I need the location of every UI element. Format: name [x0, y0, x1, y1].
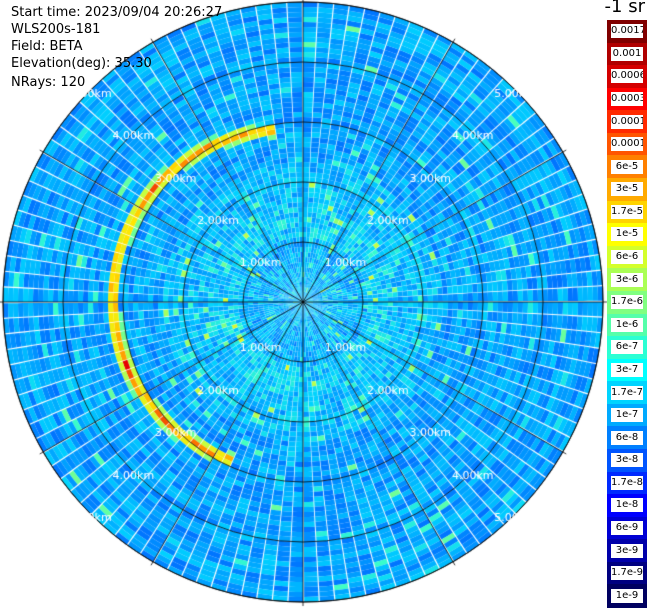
- nrays-label: NRays: 120: [11, 75, 86, 90]
- colorbar-tick-label: 3e-9: [611, 543, 643, 558]
- scan-info: Start time: 2023/09/04 20:26:27 WLS200s-…: [11, 4, 222, 91]
- colorbar-tick-label: 6e-5: [611, 159, 643, 174]
- colorbar: 0.0017 0.001 0.0006 0.0003 0.00017 0.0001 6e-5…: [607, 20, 647, 608]
- field-label: Field: BETA: [11, 39, 83, 54]
- colorbar-tick-label: 1.7e-8: [611, 475, 643, 490]
- elevation-label: Elevation(deg): 35.30: [11, 56, 152, 71]
- colorbar-tick-label: 0.001: [611, 46, 643, 61]
- colorbar-tick-label: 0.0017: [611, 24, 643, 39]
- colorbar-tick-label: 6e-9: [611, 520, 643, 535]
- colorbar-tick-label: 1e-7: [611, 408, 643, 423]
- colorbar-tick-label: 6e-6: [611, 250, 643, 265]
- colorbar-tick-label: 1.7e-7: [611, 385, 643, 400]
- colorbar-tick-label: 1e-6: [611, 317, 643, 332]
- colorbar-tick-label: 6e-8: [611, 430, 643, 445]
- colorbar-title: -1 sr: [604, 0, 645, 17]
- colorbar-tick-label: 6e-7: [611, 340, 643, 355]
- colorbar-tick-label: 1e-9: [611, 588, 643, 603]
- colorbar-tick-label: 3e-7: [611, 362, 643, 377]
- colorbar-tick-label: 3e-8: [611, 453, 643, 468]
- start-time-label: Start time: 2023/09/04 20:26:27: [11, 5, 223, 20]
- colorbar-tick-label: 3e-5: [611, 182, 643, 197]
- colorbar-tick-label: 0.0001: [611, 137, 643, 152]
- colorbar-tick-label: 1.7e-9: [611, 566, 643, 581]
- colorbar-tick-label: 0.0006: [611, 69, 643, 84]
- colorbar-tick-label: 3e-6: [611, 272, 643, 287]
- colorbar-tick-label: 1e-5: [611, 227, 643, 242]
- colorbar-tick-label: 0.00017: [611, 114, 643, 129]
- colorbar-tick-label: 1e-8: [611, 498, 643, 513]
- instrument-label: WLS200s-181: [11, 22, 101, 37]
- colorbar-tick-label: 1.7e-5: [611, 204, 643, 219]
- colorbar-tick-label: 0.0003: [611, 92, 643, 107]
- colorbar-tick-label: 1.7e-6: [611, 295, 643, 310]
